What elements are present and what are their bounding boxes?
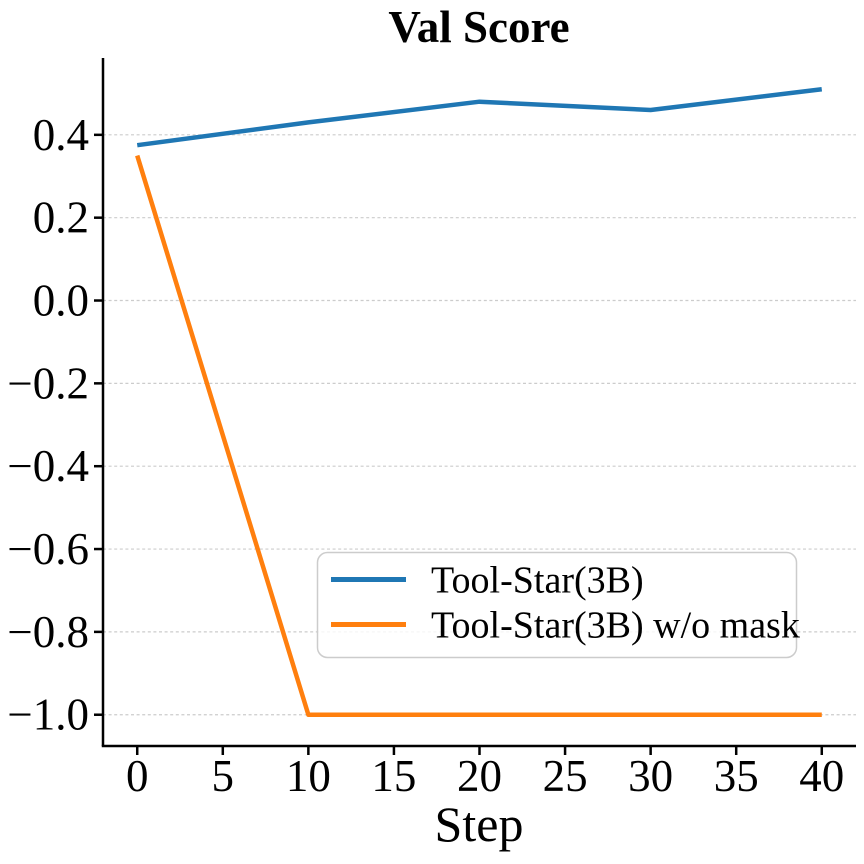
legend-item: Tool-Star(3B) w/o mask [331, 605, 800, 647]
y-tick-label: −0.8 [7, 607, 89, 657]
x-tick-label: 25 [543, 751, 588, 801]
y-tick-label: −0.4 [7, 441, 89, 491]
y-tick-label: 0.0 [33, 276, 89, 326]
legend: Tool-Star(3B) Tool-Star(3B) w/o mask [316, 551, 800, 659]
chart-title: Val Score [388, 2, 569, 52]
y-tick-label: 0.2 [33, 193, 89, 243]
x-tick-label: 15 [371, 751, 416, 801]
legend-item: Tool-Star(3B) [331, 560, 644, 602]
x-tick-label: 20 [457, 751, 502, 801]
x-tick-label: 5 [212, 751, 235, 801]
x-tick-label: 40 [799, 751, 844, 801]
y-tick-label: −1.0 [7, 690, 89, 740]
grid-layer [103, 134, 856, 716]
y-tick-label: −0.6 [7, 524, 89, 574]
x-tick-label: 0 [126, 751, 149, 801]
legend-box [316, 551, 798, 659]
x-tick-label: 30 [628, 751, 673, 801]
series-line-tool-star-3b-w-o-mask [135, 154, 822, 717]
y-tick-label: 0.4 [33, 110, 89, 160]
y-tick-label: −0.2 [7, 358, 89, 408]
series-line-tool-star-3b [136, 87, 823, 148]
x-axis-label: Step [435, 796, 524, 852]
x-tick-label: 35 [714, 751, 759, 801]
series-layer [135, 87, 823, 717]
legend-label-tool-star-3b: Tool-Star(3B) [431, 560, 644, 602]
axis-layer: 0 5 10 15 20 25 30 35 40 0.4 0.2 0.0 −0.2 −0.4 −0.6 −0.… [7, 58, 856, 801]
legend-label-tool-star-3b-wo-mask: Tool-Star(3B) w/o mask [431, 605, 800, 647]
x-tick-label: 10 [286, 751, 331, 801]
